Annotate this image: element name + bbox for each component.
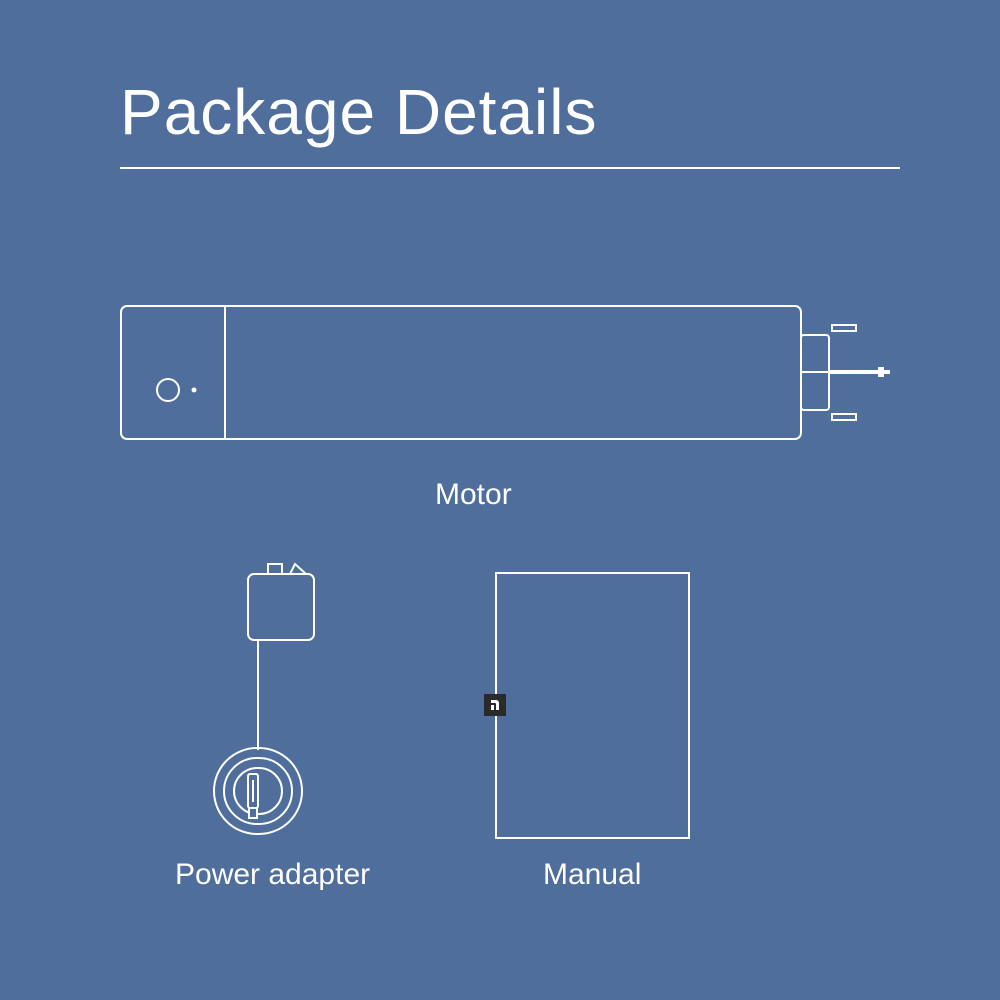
manual-label: Manual xyxy=(543,858,641,892)
motor-label: Motor xyxy=(435,478,512,512)
manual-icon xyxy=(495,572,695,842)
page-title: Package Details xyxy=(120,75,597,149)
manual-logo-icon xyxy=(484,694,506,716)
power-adapter-icon xyxy=(200,560,340,850)
power-adapter-label: Power adapter xyxy=(175,858,370,892)
title-underline xyxy=(120,167,900,169)
motor-icon xyxy=(120,305,900,460)
